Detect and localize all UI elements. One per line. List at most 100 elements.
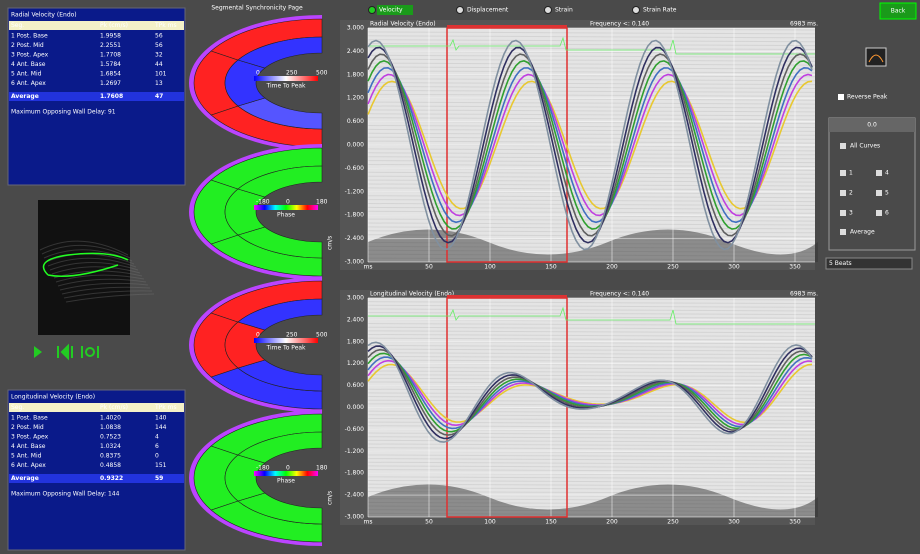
speckle [367, 175, 816, 179]
curve-icon[interactable] [865, 47, 887, 67]
speckle [367, 399, 816, 403]
table-header: Pk (cm/s) [100, 22, 128, 29]
checkbox-label: 5 [885, 190, 889, 197]
checkbox[interactable] [840, 143, 846, 149]
checkbox[interactable] [876, 170, 882, 176]
radio-label: Strain Rate [643, 7, 677, 14]
legend-bar [254, 76, 318, 81]
plot-title: Radial Velocity (Endo) [370, 21, 436, 28]
velocity-curve [367, 359, 813, 427]
speckle [367, 396, 816, 400]
step-button[interactable] [57, 343, 73, 361]
echo-contour [42, 252, 129, 277]
ecg-trace [368, 36, 815, 55]
checkbox-label: 3 [849, 210, 853, 217]
speckle [367, 392, 816, 396]
region-handle[interactable] [447, 295, 567, 298]
table-header-bg [9, 403, 184, 412]
speckle [367, 109, 816, 113]
checkbox[interactable] [876, 190, 882, 196]
speckle [367, 301, 816, 305]
legend-bar [254, 205, 318, 210]
legend-tick: 250 [286, 70, 298, 77]
beats-input[interactable] [825, 257, 913, 270]
checkbox[interactable] [840, 190, 846, 196]
checkbox[interactable] [840, 170, 846, 176]
back-button[interactable] [879, 2, 917, 20]
x-tick-label: 200 [606, 264, 618, 271]
legend-tick: 250 [286, 332, 298, 339]
speckle [367, 323, 816, 327]
table-cell: 47 [155, 93, 163, 100]
play-button[interactable] [34, 346, 42, 358]
speckle [367, 66, 816, 70]
table-cell: 1 Post. Base [11, 33, 48, 40]
speckle [367, 89, 816, 93]
speckle [367, 156, 816, 160]
legend-bar [254, 471, 318, 476]
bullseye-segment [237, 36, 323, 69]
checkbox-label: 1 [849, 170, 853, 177]
radio-button[interactable] [544, 6, 552, 14]
table-cell: 5 Ant. Mid [11, 453, 42, 460]
y-tick-label: -0.600 [345, 165, 365, 172]
table-cell: 0.4858 [100, 462, 121, 469]
average-row-bg [9, 92, 184, 101]
y-tick-label: 1.200 [347, 360, 364, 367]
speckle [367, 160, 816, 164]
checkbox[interactable] [840, 210, 846, 216]
legend-tick: 180 [316, 199, 328, 206]
table-cell: 2 Post. Mid [11, 42, 44, 49]
y-tick-label: 2.400 [347, 316, 364, 323]
velocity-curve [367, 66, 813, 224]
velocity-curve [367, 80, 813, 210]
legend-tick: 0 [256, 332, 260, 339]
y-tick-label: 0.000 [347, 142, 364, 149]
radio-label: Velocity [379, 7, 403, 14]
legend-tick: 0 [286, 465, 290, 472]
checkbox[interactable] [876, 210, 882, 216]
tissue-band [368, 484, 818, 517]
speckle [367, 78, 816, 82]
speckle [367, 58, 816, 62]
radio-button[interactable] [368, 6, 376, 14]
region-handle[interactable] [447, 25, 567, 28]
table-cell: 4 Ant. Base [11, 443, 46, 450]
table-cell: 32 [155, 52, 163, 59]
y-tick-label: 3.000 [347, 25, 364, 32]
table-cell: 1.2697 [100, 80, 121, 87]
speckle [367, 483, 816, 487]
checkbox-label: All Curves [850, 143, 880, 150]
loop-button[interactable] [81, 346, 99, 358]
speckle [367, 377, 816, 381]
speckle [367, 304, 816, 308]
speckle [367, 308, 816, 312]
legend-label: Phase [277, 212, 295, 219]
radio-button[interactable] [456, 6, 464, 14]
table-cell: 1.7608 [100, 93, 123, 100]
speckle [367, 469, 816, 473]
table-cell: 13 [155, 80, 163, 87]
speckle [367, 447, 816, 451]
x-tick-label: ms [364, 519, 373, 526]
tissue-band [368, 229, 818, 262]
speckle [367, 47, 816, 50]
bullseye-segment [237, 298, 323, 331]
y-tick-label: 1.800 [347, 338, 364, 345]
velocity-curve [367, 341, 813, 443]
radio-button[interactable] [632, 6, 640, 14]
beats-label: 5 Beats [829, 260, 852, 267]
speckle [367, 128, 816, 132]
checkbox[interactable] [840, 229, 846, 235]
table-cell: 1.6854 [100, 71, 121, 78]
x-tick-label: 200 [606, 519, 618, 526]
speckle [367, 82, 816, 86]
speckle [367, 62, 816, 66]
y-tick-label: 3.000 [347, 295, 364, 302]
speckle [367, 203, 816, 206]
speckle [367, 454, 816, 458]
speckle [367, 374, 816, 378]
checkbox[interactable] [838, 94, 844, 100]
table-cell: 56 [155, 42, 163, 49]
table-header: Pk (cm/s) [100, 404, 128, 411]
